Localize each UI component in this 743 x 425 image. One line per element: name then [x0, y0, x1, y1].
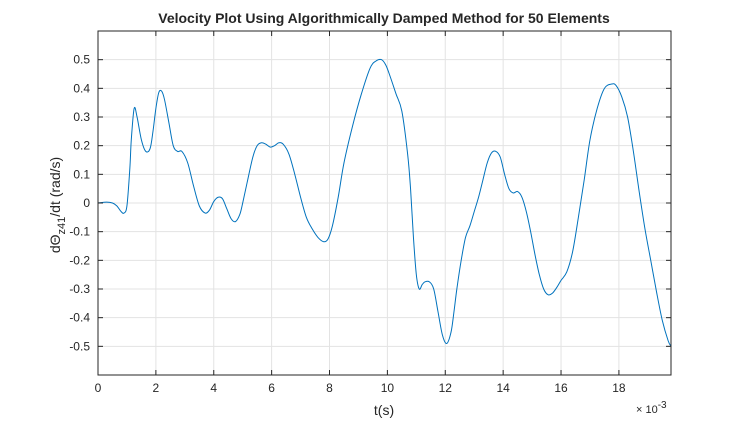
- x-tick-label: 12: [439, 381, 453, 395]
- x-axis-label: t(s): [374, 402, 394, 418]
- x-tick-label: 16: [554, 381, 568, 395]
- y-tick-label: 0.4: [73, 81, 90, 95]
- y-label-suffix: /dt (rad/s): [47, 157, 63, 217]
- x-tick-label: 2: [153, 381, 160, 395]
- x-tick-label: 4: [210, 381, 217, 395]
- y-tick-label: -0.1: [69, 225, 90, 239]
- y-tick-label: 0.3: [73, 110, 90, 124]
- y-tick-label: -0.4: [69, 311, 90, 325]
- x-axis-exponent: × 10-3: [636, 400, 667, 416]
- x-tick-label: 0: [95, 381, 102, 395]
- chart-title: Velocity Plot Using Algorithmically Damp…: [158, 10, 610, 26]
- tick-marks: [97, 31, 671, 375]
- x-tick-label: 18: [612, 381, 626, 395]
- y-tick-labels: -0.5 -0.4 -0.3 -0.2 -0.1 0 0.1 0.2 0.3 0.4 0.5: [69, 53, 90, 354]
- x-tick-labels: 0 2 4 6 8 10 12 14 16 18: [95, 381, 626, 395]
- y-axis-label: dΘz41/dt (rad/s): [47, 157, 68, 253]
- y-tick-label: -0.2: [69, 253, 90, 267]
- x-tick-label: 14: [496, 381, 510, 395]
- y-label-symbol: Θ: [47, 234, 63, 245]
- y-tick-label: -0.5: [69, 339, 90, 353]
- y-tick-label: -0.3: [69, 282, 90, 296]
- x-exponent-base: × 10: [636, 404, 658, 416]
- y-tick-label: 0: [83, 196, 90, 210]
- grid: [97, 31, 671, 375]
- y-label-prefix: d: [47, 245, 63, 253]
- x-tick-label: 8: [326, 381, 333, 395]
- x-tick-label: 6: [268, 381, 275, 395]
- x-tick-label: 10: [381, 381, 395, 395]
- y-tick-label: 0.1: [73, 167, 90, 181]
- y-label-subscript: z41: [56, 217, 68, 235]
- series-line: [97, 58, 672, 347]
- y-tick-label: 0.5: [73, 53, 90, 67]
- x-exponent-power: -3: [658, 400, 667, 411]
- y-tick-label: 0.2: [73, 139, 90, 153]
